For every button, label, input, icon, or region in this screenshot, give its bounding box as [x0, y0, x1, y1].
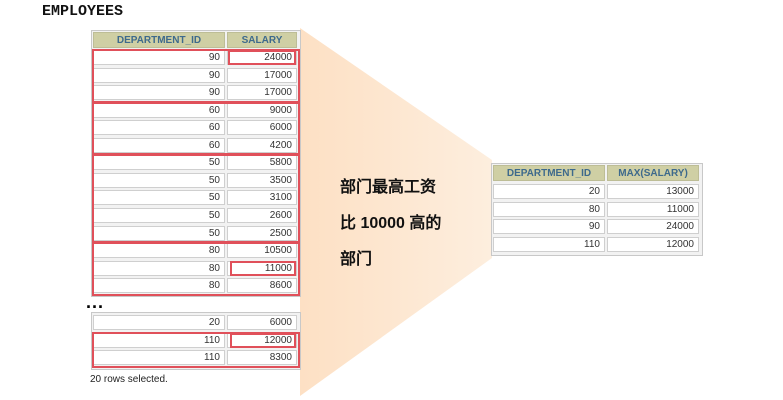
max-salary-cell: 24000: [607, 219, 699, 235]
department-cell: 20: [493, 184, 605, 199]
department-cell: 80: [493, 201, 605, 217]
column-header: DEPARTMENT_ID: [493, 165, 605, 181]
department-group-highlight: [92, 242, 300, 296]
max-salary-highlight: [230, 260, 296, 276]
salary-cell: 3100: [227, 190, 297, 206]
ellipsis: ...: [86, 292, 105, 312]
max-salary-highlight: [228, 50, 296, 65]
salary-cell: 6000: [227, 120, 297, 136]
salary-cell: 8300: [227, 350, 297, 366]
caption: 部门最高工资 比 10000 高的 部门: [340, 170, 441, 278]
salary-cell: 17000: [227, 85, 297, 101]
department-group-highlight: [92, 331, 300, 368]
salary-cell: 4200: [227, 137, 297, 153]
max-salary-cell: 12000: [607, 236, 699, 252]
salary-cell: 3500: [227, 172, 297, 188]
department-cell: 90: [493, 219, 605, 235]
rows-selected-footer: 20 rows selected.: [90, 374, 168, 385]
column-header: SALARY: [227, 32, 297, 48]
max-salary-cell: 13000: [607, 184, 699, 199]
salary-cell: 8600: [227, 278, 297, 294]
caption-line: 部门最高工资: [340, 179, 437, 196]
salary-cell: 6000: [227, 315, 297, 330]
department-group-highlight: [92, 101, 300, 156]
max-salary-highlight: [230, 332, 296, 348]
table-title: EMPLOYEES: [42, 3, 124, 20]
column-header: MAX(SALARY): [607, 165, 699, 181]
salary-cell: 2500: [227, 225, 297, 241]
department-cell: 110: [493, 236, 605, 252]
column-header: DEPARTMENT_ID: [93, 32, 225, 48]
department-cell: 50: [93, 207, 225, 223]
department-cell: 20: [93, 315, 225, 330]
department-group-highlight: [92, 154, 300, 244]
caption-line: 部门: [340, 251, 373, 268]
salary-cell: 17000: [227, 67, 297, 83]
max-salary-cell: 11000: [607, 201, 699, 217]
department-cell: 110: [93, 350, 225, 366]
department-cell: 80: [93, 278, 225, 294]
caption-line: 比 10000 高的: [340, 215, 442, 232]
salary-cell: 2600: [227, 207, 297, 223]
